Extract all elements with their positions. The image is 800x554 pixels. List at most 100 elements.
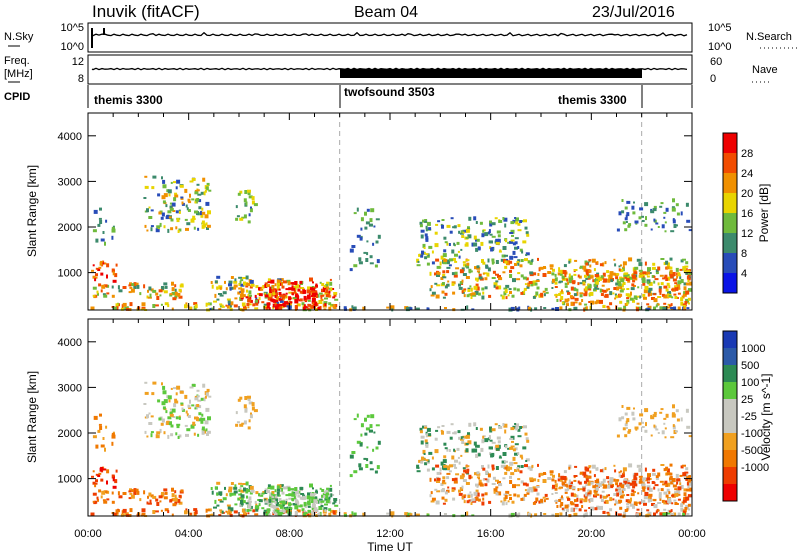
velocity-cell (688, 508, 690, 511)
velocity-cell (219, 492, 222, 496)
power-cell (446, 270, 450, 274)
velocity-cell (517, 452, 520, 455)
power-cell (249, 294, 252, 297)
velocity-cell (334, 510, 338, 513)
power-cell (248, 290, 252, 295)
velocity-cell (573, 494, 577, 498)
velocity-cell (637, 492, 640, 495)
power-cell (504, 260, 508, 264)
velocity-cell (599, 494, 602, 499)
velocity-cell (627, 485, 631, 489)
velocity-cell (477, 498, 481, 502)
velocity-cell (442, 476, 446, 480)
power-cell (674, 282, 678, 285)
power-cell (281, 298, 285, 301)
power-cell (112, 306, 117, 310)
velocity-cell (523, 425, 527, 429)
velocity-cell (443, 455, 447, 459)
velocity-cell (258, 499, 263, 503)
power-cell (630, 291, 632, 296)
power-cell (196, 189, 200, 192)
velocity-cell (97, 429, 101, 433)
power-cell (535, 291, 539, 296)
power-cell (582, 279, 587, 283)
power-cell (268, 307, 271, 311)
velocity-cell (570, 507, 574, 512)
velocity-cell (129, 492, 133, 495)
velocity-cell (509, 497, 512, 500)
power-cell (207, 210, 211, 215)
power-cell (317, 306, 321, 310)
velocity-cell (588, 490, 592, 495)
velocity-cell (148, 412, 151, 415)
power-cell (585, 271, 589, 276)
power-cell (593, 288, 596, 292)
velocity-cell (611, 478, 616, 482)
power-cell (676, 212, 680, 216)
power-cell (619, 286, 623, 289)
velocity-cell (649, 498, 653, 502)
velocity-cell (584, 492, 588, 497)
velocity-cell (479, 427, 483, 431)
power-cell (135, 282, 139, 286)
velocity-cell (483, 478, 488, 481)
power-cell (143, 197, 147, 199)
velocity-cell (329, 484, 332, 487)
power-cell (607, 274, 610, 277)
velocity-cell (166, 421, 170, 425)
velocity-cell (233, 510, 238, 514)
velocity-cell (614, 499, 617, 503)
power-cell (92, 294, 95, 297)
velocity-cell (558, 499, 562, 502)
power-cell (642, 293, 646, 297)
velocity-cell (99, 467, 103, 472)
velocity-cell (644, 467, 647, 472)
velocity-cell (562, 476, 567, 480)
velocity-colorbar-segment (723, 331, 737, 348)
velocity-cell (302, 512, 306, 516)
velocity-cell (465, 470, 469, 474)
velocity-cell (189, 386, 194, 389)
velocity-cell (561, 495, 563, 499)
power-cell (620, 264, 622, 267)
power-cell (166, 215, 170, 219)
power-cell (204, 189, 207, 193)
velocity-cell (271, 495, 275, 499)
velocity-cell (255, 491, 259, 495)
power-cell (618, 268, 621, 272)
power-cell (241, 294, 246, 298)
power-cell (446, 224, 451, 228)
power-cell (661, 293, 665, 297)
velocity-cell (465, 482, 470, 485)
power-cell (532, 295, 536, 299)
power-cell (495, 280, 499, 283)
power-cell (311, 304, 314, 309)
velocity-cell (229, 493, 232, 497)
power-cell (614, 297, 617, 300)
power-cell (334, 304, 338, 307)
velocity-cell (688, 483, 691, 487)
power-cell (673, 293, 677, 296)
power-cell (159, 222, 162, 227)
velocity-cell (516, 494, 520, 498)
power-cell (561, 301, 564, 304)
power-cell (602, 304, 606, 308)
power-cell (369, 255, 373, 259)
power-cell (626, 297, 630, 300)
velocity-cell (648, 493, 653, 497)
power-cell (471, 308, 475, 311)
velocity-cell (112, 485, 117, 489)
power-cell (468, 216, 472, 221)
power-cell (214, 280, 218, 284)
power-cell (677, 306, 681, 310)
power-cell (443, 236, 447, 240)
velocity-cell (520, 480, 524, 484)
power-cell (201, 220, 205, 225)
velocity-cell (579, 498, 584, 501)
velocity-cell (453, 463, 456, 467)
velocity-cell (631, 411, 635, 416)
velocity-colorbar-tick: -100 (741, 428, 763, 440)
velocity-cell (417, 466, 420, 469)
velocity-cell (655, 510, 658, 514)
power-cell (328, 302, 332, 306)
